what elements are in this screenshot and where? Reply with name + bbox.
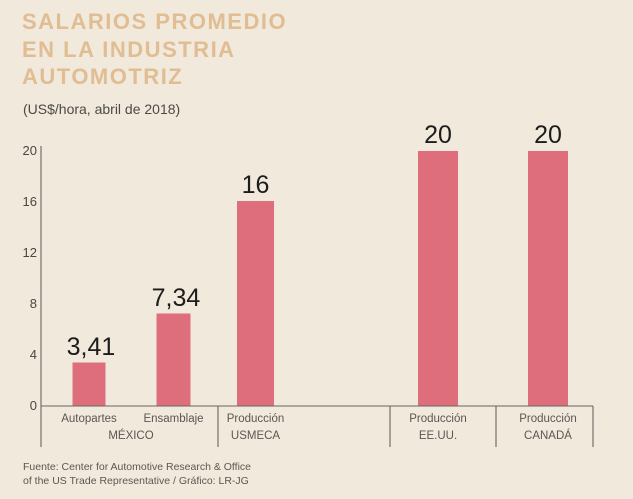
- svg-text:CANADÁ: CANADÁ: [524, 429, 572, 442]
- svg-text:16: 16: [23, 194, 37, 209]
- svg-text:12: 12: [23, 245, 37, 260]
- svg-text:3,41: 3,41: [67, 333, 116, 361]
- svg-text:USMECA: USMECA: [231, 430, 281, 442]
- svg-text:20: 20: [534, 121, 562, 149]
- svg-text:4: 4: [30, 347, 37, 362]
- svg-text:Autopartes: Autopartes: [61, 413, 117, 425]
- svg-text:20: 20: [23, 143, 37, 158]
- svg-text:Ensamblaje: Ensamblaje: [143, 413, 203, 425]
- svg-text:Producción: Producción: [227, 413, 285, 425]
- svg-text:7,34: 7,34: [152, 284, 201, 312]
- svg-text:16: 16: [242, 171, 270, 199]
- svg-text:MÉXICO: MÉXICO: [108, 429, 153, 442]
- svg-text:8: 8: [30, 296, 37, 311]
- svg-text:EE.UU.: EE.UU.: [419, 430, 457, 442]
- svg-text:0: 0: [30, 398, 37, 413]
- svg-text:Producción: Producción: [519, 413, 577, 425]
- svg-text:20: 20: [424, 121, 452, 149]
- svg-text:Producción: Producción: [409, 413, 467, 425]
